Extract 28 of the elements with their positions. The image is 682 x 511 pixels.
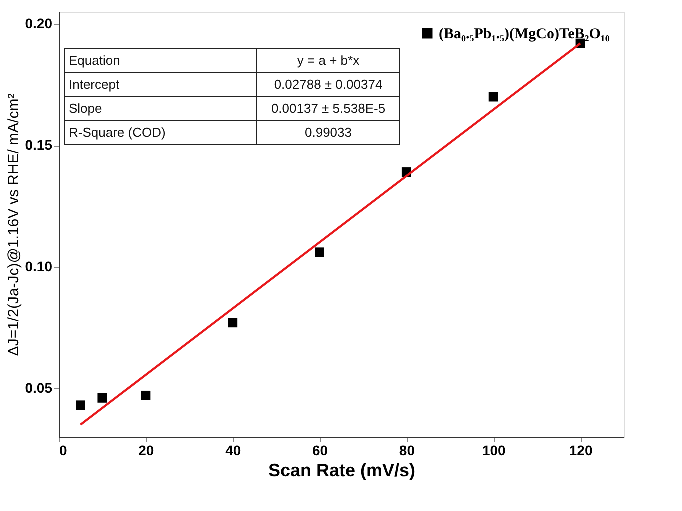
point (228, 318, 238, 328)
x-tick-label: 0 (60, 442, 68, 458)
annotation: 0.02788 ± 0.00374 (274, 77, 383, 92)
y-tick-label: 0.05 (25, 380, 53, 396)
annotation: 0.00137 ± 5.538E-5 (271, 101, 386, 116)
legend-label: (Ba₀.₅Pb₁.₅)(MgCo)TeB₂O₁₀ (439, 26, 610, 42)
annotation: 0.99033 (305, 125, 352, 140)
x-tick-label: 40 (226, 442, 242, 458)
annotation: y = a + b*x (297, 53, 360, 68)
x-tick-label: 20 (138, 442, 154, 458)
y-tick-label: 0.20 (25, 16, 53, 32)
point (315, 248, 325, 258)
annotation: R-Square (COD) (69, 125, 166, 140)
x-tick-label: 80 (399, 442, 416, 458)
point (76, 400, 86, 410)
x-tick-label: 100 (482, 442, 506, 458)
y-axis-title: ΔJ=1/2(Ja-Jc)@1.16V vs RHE/ mA/cm² (5, 94, 22, 356)
point (98, 393, 108, 403)
x-tick-label: 120 (569, 442, 593, 458)
x-axis-title: Scan Rate (mV/s) (268, 460, 416, 480)
annotation: Intercept (69, 77, 120, 92)
x-tick-label: 60 (312, 442, 328, 458)
point (488, 92, 498, 102)
y-tick-label: 0.15 (25, 137, 53, 154)
annotation: Equation (69, 53, 120, 68)
y-tick-label: 0.10 (25, 258, 53, 274)
annotation: Slope (69, 101, 102, 116)
point (141, 390, 151, 400)
